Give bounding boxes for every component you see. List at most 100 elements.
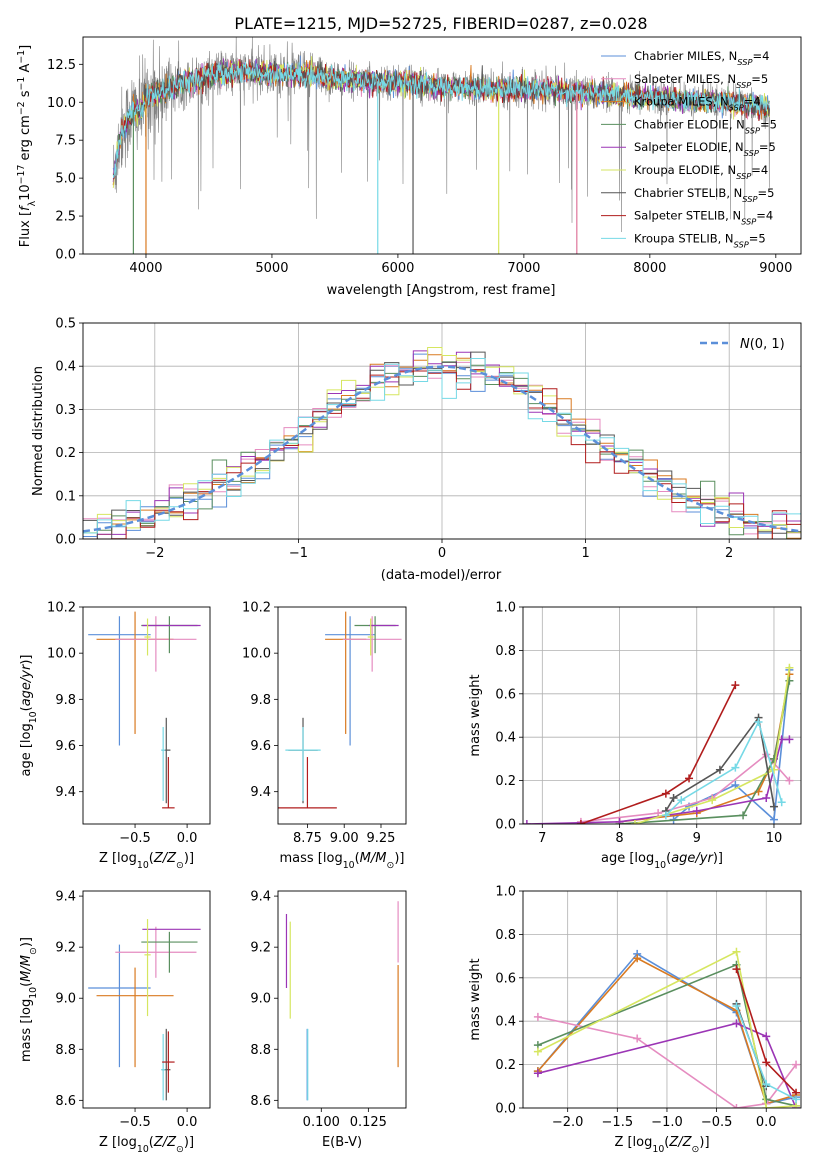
x-tick-label: −0.5	[119, 1115, 151, 1130]
weight-point	[777, 798, 786, 807]
residual-histogram	[83, 358, 801, 534]
y-tick-label: 9.4	[55, 785, 76, 800]
model-spectrum	[112, 61, 770, 179]
x-axis-label: mass [log10(M/M⊙)]	[280, 851, 405, 871]
y-tick-label: 0.4	[495, 731, 516, 746]
y-tick-label: 0.4	[55, 360, 76, 375]
y-tick-label: 0.0	[55, 533, 76, 548]
legend-label: Salpeter ELODIE, NSSP=5	[634, 140, 776, 158]
plot-area	[112, 37, 770, 254]
x-tick-label: 0.0	[177, 1115, 198, 1130]
legend-label: Chabrier MILES, NSSP=4	[634, 49, 769, 67]
x-axis-label: Z [log10(Z/Z⊙)]	[99, 1135, 194, 1155]
legend-label: Salpeter STELIB, NSSP=4	[634, 209, 773, 227]
axes-frame	[82, 322, 802, 540]
y-tick-label: 0.0	[495, 818, 516, 833]
x-tick-label: 8	[615, 831, 623, 846]
legend-label: Kroupa MILES, NSSP=4	[634, 95, 761, 113]
x-tick-label: 6000	[381, 261, 414, 276]
y-tick-label: 9.4	[55, 890, 76, 905]
plot-area	[88, 919, 201, 1101]
x-tick-label: 9000	[759, 261, 792, 276]
y-tick-label: 0.1	[55, 489, 76, 504]
weight-point	[715, 765, 724, 774]
y-tick-label: 5.0	[55, 172, 76, 187]
weight-point	[762, 1095, 771, 1104]
x-axis-label: (data-model)/error	[381, 568, 502, 583]
weight-series-line	[665, 719, 783, 816]
weight-point	[677, 796, 686, 805]
legend-label: Salpeter MILES, NSSP=5	[634, 72, 768, 90]
figure-title: PLATE=1215, MJD=52725, FIBERID=0287, z=0…	[234, 14, 647, 33]
weight-point	[661, 789, 670, 798]
y-tick-label: 0.8	[495, 928, 516, 943]
weight-point	[533, 1069, 542, 1078]
y-axis-label: Flux [fλ10−17 erg cm−2 s−1 A−1]	[16, 45, 38, 247]
y-tick-label: 9.0	[250, 992, 271, 1007]
y-tick-label: 7.5	[55, 134, 76, 149]
x-axis-label: Z [log10(Z/Z⊙)]	[614, 1135, 709, 1155]
weight-point	[732, 1002, 741, 1011]
x-tick-label: −1.5	[602, 1115, 634, 1130]
weight-point	[785, 735, 794, 744]
y-tick-label: 0.6	[495, 687, 516, 702]
weight-point	[785, 776, 794, 785]
y-tick-label: 0.0	[495, 1102, 516, 1117]
x-tick-label: 4000	[129, 261, 162, 276]
residual-histogram	[83, 347, 801, 534]
weight-point	[615, 817, 624, 824]
y-tick-label: 9.6	[250, 739, 271, 754]
axes-frame	[522, 606, 802, 825]
x-tick-label: 5000	[255, 261, 288, 276]
panel-weight-vs-age: 7 8 9 10 0.0 0.2 0.4 0.6 0.8 1.0 age [log10(age/yr…	[468, 601, 802, 871]
weight-point	[523, 820, 531, 824]
weight-series-line	[634, 667, 791, 824]
weight-point	[769, 765, 778, 774]
y-tick-label: 9.0	[55, 992, 76, 1007]
legend: N(0, 1)	[700, 337, 785, 352]
y-tick-label: 9.4	[250, 785, 271, 800]
x-axis-label: E(B-V)	[322, 1135, 362, 1150]
gaussian-curve	[83, 365, 801, 533]
axes-frame	[277, 890, 407, 1109]
weight-point	[762, 1058, 771, 1067]
legend-label: N(0, 1)	[740, 337, 785, 352]
y-tick-label: 8.6	[250, 1094, 271, 1109]
axes-frame	[522, 890, 802, 1109]
weight-point	[669, 793, 678, 802]
x-tick-label: 9.25	[367, 831, 396, 846]
x-tick-label: −1	[289, 546, 308, 561]
x-tick-label: 8000	[633, 261, 666, 276]
plot-area	[278, 611, 402, 809]
x-axis-label: age [log10(age/yr)]	[601, 851, 723, 871]
x-tick-label: 0.100	[303, 1115, 340, 1130]
weight-point	[731, 763, 740, 772]
x-tick-label: 0.125	[350, 1115, 387, 1130]
x-tick-label: 2	[725, 546, 733, 561]
panel-mass-vs-Z: −0.5 0.0 8.6 8.8 9.0 9.2 9.4 Z [log10(Z/Z⊙)] mas…	[19, 890, 211, 1155]
panel-weight-vs-Z: −2.0 −1.5 −1.0 −0.5 0.0 0.0 0.2 0.4 0.6 0.8 1.0 Z […	[468, 885, 802, 1155]
x-tick-label: −0.5	[119, 831, 151, 846]
x-axis-label: Z [log10(Z/Z⊙)]	[99, 851, 194, 871]
x-tick-label: 0	[438, 546, 446, 561]
axes-frame	[82, 36, 802, 255]
y-tick-label: 9.6	[55, 739, 76, 754]
weight-series-line	[537, 1016, 797, 1108]
y-axis-label: mass weight	[468, 958, 483, 1040]
x-tick-label: 9	[693, 831, 701, 846]
legend-label: Chabrier ELODIE, NSSP=5	[634, 117, 777, 135]
x-tick-label: 0.0	[177, 831, 198, 846]
legend-label: Kroupa ELODIE, NSSP=4	[634, 163, 768, 181]
panel-spectrum: 4000 5000 6000 7000 8000 9000 0.0 2.5 5.0 7.5 10.0…	[16, 36, 802, 298]
y-tick-label: 1.0	[495, 601, 516, 616]
y-tick-label: 9.2	[250, 941, 271, 956]
y-tick-label: 8.8	[55, 1043, 76, 1058]
plot-area	[285, 901, 399, 1101]
x-tick-label: 8.75	[293, 831, 322, 846]
weight-point	[762, 1032, 771, 1041]
observed-spectrum	[112, 37, 770, 233]
x-tick-label: −2.0	[552, 1115, 584, 1130]
axes-frame	[277, 606, 407, 825]
y-tick-label: 0.8	[495, 644, 516, 659]
